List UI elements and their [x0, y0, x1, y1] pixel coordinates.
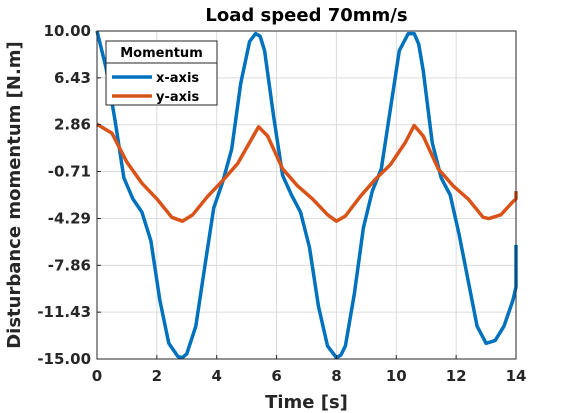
chart-title: Load speed 70mm/s: [205, 5, 407, 26]
x-tick-label: 10: [386, 367, 407, 385]
legend-label-y-axis: y-axis: [156, 90, 199, 105]
x-tick-label: 6: [271, 367, 281, 385]
x-tick-label: 12: [446, 367, 467, 385]
y-tick-label: 10.00: [44, 22, 91, 40]
legend: Momentum x-axis y-axis: [105, 40, 218, 106]
x-tick-label: 14: [506, 367, 527, 385]
series-layer: [95, 30, 518, 360]
y-tick-label: -11.43: [37, 303, 91, 321]
y-tick-label: 6.43: [54, 69, 91, 87]
x-tick-label: 2: [152, 367, 162, 385]
y-axis-title: Disturbance momentum [N.m]: [4, 41, 25, 349]
series-line-y-axis: [96, 122, 518, 223]
axis-ticks: 0 2 4 6 8 10 12 14 -15.00 -11.43 -7.86 -4.29 -0.71 2.…: [37, 22, 526, 385]
legend-title: Momentum: [120, 46, 203, 61]
x-tick-label: 0: [92, 367, 102, 385]
x-axis-title: Time [s]: [265, 392, 348, 413]
y-tick-label: -0.71: [48, 163, 91, 181]
plot-frame: [96, 30, 517, 360]
legend-label-x-axis: x-axis: [156, 71, 199, 86]
y-tick-label: -4.29: [48, 209, 91, 227]
y-tick-label: -15.00: [37, 350, 91, 368]
series-line-x-axis: [95, 30, 518, 360]
x-tick-label: 4: [211, 367, 221, 385]
y-tick-label: -7.86: [48, 256, 91, 274]
y-tick-label: 2.86: [54, 116, 91, 134]
x-tick-label: 8: [331, 367, 341, 385]
